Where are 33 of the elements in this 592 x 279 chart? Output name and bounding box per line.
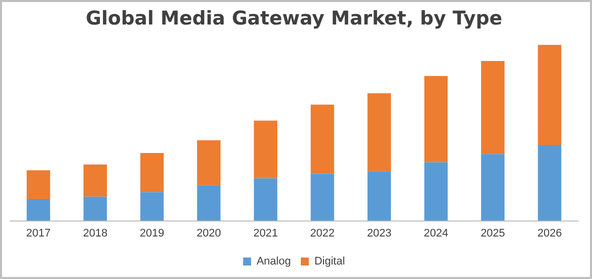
x-tick-label: 2017 [26,227,51,240]
bar [140,192,164,221]
bar [424,76,448,162]
bar [538,144,562,221]
bar [538,44,562,145]
bar [197,185,221,221]
bar [310,104,334,174]
x-tick-label: 2022 [310,227,335,240]
x-tick-label: 2024 [424,227,448,240]
legend-label: Digital [314,256,345,268]
x-tick-label: 2020 [196,227,222,240]
x-tick-label: 2021 [253,227,278,240]
bar [310,174,334,221]
bar [424,162,448,221]
bar [481,60,505,154]
x-tick-label: 2025 [480,227,506,240]
legend-label: Analog [256,256,291,268]
bar [26,198,50,221]
x-tick-label: 2026 [537,227,562,240]
bar [367,93,391,172]
bar [140,153,164,192]
x-tick-label: 2023 [366,227,392,240]
bar [26,170,50,199]
bar [254,178,278,221]
bar [254,120,278,178]
x-tick-label: 2018 [82,227,108,240]
x-tick-label: 2019 [140,227,164,240]
bar [83,164,107,197]
bar [83,196,107,221]
chart-title: Global Media Gateway Market, by Type [86,7,502,30]
bar [197,140,221,186]
bar [367,171,391,221]
bar [481,154,505,221]
